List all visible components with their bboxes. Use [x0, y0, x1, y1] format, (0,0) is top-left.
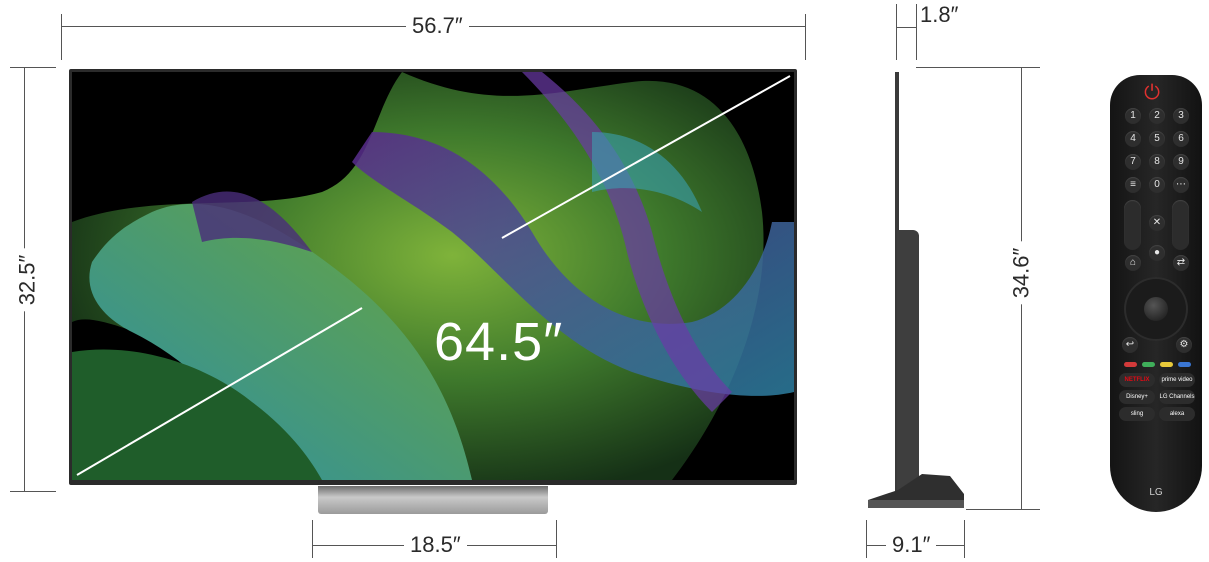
- prime-video-button: prime video: [1159, 373, 1195, 387]
- input-icon: ⇄: [1173, 255, 1189, 271]
- number-key-1: 1: [1125, 108, 1141, 124]
- disney-plus-button: Disney+: [1119, 390, 1155, 404]
- depth-dimension-line: [896, 27, 917, 28]
- power-icon: ⏻: [1144, 82, 1160, 104]
- number-key-5: 5: [1149, 131, 1165, 147]
- depth-tick-left: [896, 4, 897, 60]
- yellow-button: [1160, 362, 1173, 367]
- stand-width-tick-right: [556, 520, 557, 558]
- width-label: 56.7″: [406, 15, 469, 37]
- navigation-wheel: [1124, 277, 1188, 341]
- tv-side-body: [897, 230, 919, 490]
- diagonal-label: 64.5″: [434, 312, 564, 372]
- channel-rocker: [1172, 200, 1189, 250]
- number-key-0: 0: [1149, 177, 1165, 193]
- more-icon: ⋯: [1173, 177, 1189, 193]
- height-tick-top: [10, 67, 56, 68]
- volume-rocker: [1124, 200, 1141, 250]
- stand-depth-tick-left: [866, 520, 867, 558]
- diagonal-line-lower: [76, 307, 363, 476]
- stand-depth-label: 9.1″: [886, 534, 937, 556]
- back-icon: ↩: [1122, 337, 1138, 353]
- sling-button: sling: [1119, 407, 1155, 421]
- height-tick-bottom: [10, 491, 56, 492]
- depth-label: 1.8″: [920, 2, 959, 27]
- red-button: [1124, 362, 1137, 367]
- tv-side-stand: [868, 474, 964, 508]
- lg-channels-button: LG Channels: [1159, 390, 1195, 404]
- green-button: [1142, 362, 1155, 367]
- depth-tick-right: [916, 4, 917, 60]
- alexa-button: alexa: [1159, 407, 1195, 421]
- number-key-2: 2: [1149, 108, 1165, 124]
- number-key-8: 8: [1149, 154, 1165, 170]
- list-icon: ≡: [1125, 177, 1141, 193]
- lg-logo: LG: [1149, 487, 1163, 498]
- ok-wheel-button: [1144, 297, 1168, 321]
- stand-depth-tick-right: [964, 520, 965, 558]
- settings-icon: ⚙: [1176, 337, 1192, 353]
- microphone-icon: ●: [1149, 245, 1165, 261]
- magic-remote: ⏻ 1 2 3 4 5 6 7 8 9 ≡ 0 ⋯ ✕ ● ⌂ ⇄ ↩ ⚙ NE…: [1110, 75, 1202, 512]
- number-key-6: 6: [1173, 131, 1189, 147]
- netflix-button: NETFLIX: [1119, 373, 1155, 387]
- tv-front-view: 64.5″: [69, 69, 797, 485]
- tv-stand-front: [318, 486, 548, 514]
- overall-height-label: 34.6″: [1008, 241, 1033, 305]
- overall-height-tick-bottom: [966, 509, 1040, 510]
- blue-button: [1178, 362, 1191, 367]
- home-icon: ⌂: [1125, 255, 1141, 271]
- diagonal-line-upper: [501, 75, 791, 239]
- mute-icon: ✕: [1149, 215, 1165, 231]
- number-key-9: 9: [1173, 154, 1189, 170]
- height-label: 32.5″: [14, 248, 39, 312]
- screen-artwork: [72, 72, 794, 480]
- stand-width-tick-left: [312, 520, 313, 558]
- overall-height-tick-top: [916, 67, 1040, 68]
- number-key-3: 3: [1173, 108, 1189, 124]
- number-key-7: 7: [1125, 154, 1141, 170]
- width-tick-left: [61, 14, 62, 60]
- number-key-4: 4: [1125, 131, 1141, 147]
- tv-screen: 64.5″: [72, 72, 794, 480]
- stand-width-label: 18.5″: [404, 534, 467, 556]
- width-tick-right: [805, 14, 806, 60]
